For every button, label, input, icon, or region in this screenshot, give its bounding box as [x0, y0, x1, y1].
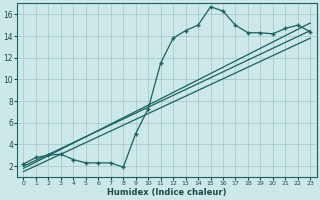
X-axis label: Humidex (Indice chaleur): Humidex (Indice chaleur) [107, 188, 227, 197]
